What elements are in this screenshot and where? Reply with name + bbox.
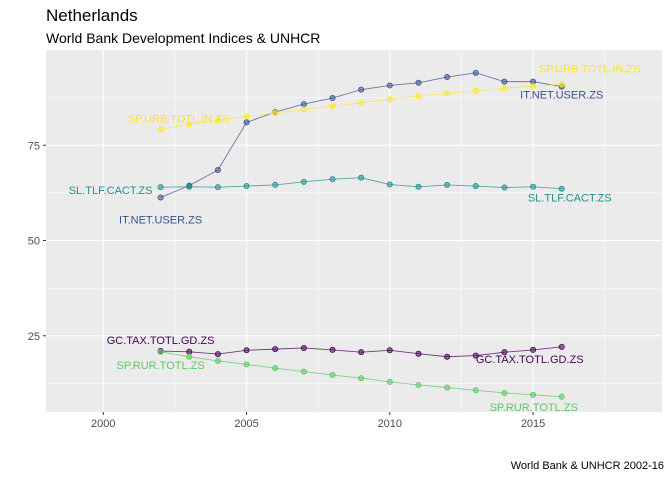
x-tick-label: 2005 [234, 418, 258, 430]
series-end-label: SL.TLF.CACT.ZS [528, 193, 612, 205]
data-point [329, 176, 336, 183]
series-start-label: SP.RUR.TOTL.ZS [116, 360, 204, 372]
data-point [444, 181, 451, 188]
x-tick-label: 2000 [91, 418, 115, 430]
data-point [243, 347, 250, 354]
chart-caption: World Bank & UNHCR 2002-16 [510, 460, 664, 472]
data-point [358, 174, 365, 181]
data-point [501, 184, 508, 191]
data-point [415, 93, 422, 100]
data-point [329, 103, 336, 110]
data-point [358, 86, 365, 93]
data-point [386, 181, 393, 188]
data-point [300, 101, 307, 108]
data-point [386, 378, 393, 385]
data-point [472, 387, 479, 394]
data-point [472, 352, 479, 359]
data-point [300, 368, 307, 375]
data-point [300, 106, 307, 113]
data-point [358, 349, 365, 356]
data-point [272, 109, 279, 116]
data-point [157, 184, 164, 191]
data-point [444, 74, 451, 81]
data-point [415, 79, 422, 86]
data-point [558, 393, 565, 400]
data-point [272, 181, 279, 188]
data-point [415, 381, 422, 388]
series-start-label: SP.URB.TOTL.IN.ZS [128, 113, 230, 125]
data-point [329, 346, 336, 353]
data-point [214, 357, 221, 364]
series-end-label: IT.NET.USER.ZS [520, 90, 603, 102]
chart-title: Netherlands [46, 6, 138, 25]
series-end-label: SP.URB.TOTL.IN.ZS [539, 63, 641, 75]
data-point [186, 121, 193, 128]
series-it-net-user-zs: IT.NET.USER.ZS IT.NET.USER.ZS [119, 69, 603, 226]
data-point [214, 117, 221, 124]
data-point [386, 347, 393, 354]
chart-subtitle: World Bank Development Indices & UNHCR [46, 30, 321, 46]
data-point [214, 167, 221, 174]
y-tick-label: 25 [28, 331, 40, 343]
data-point [186, 348, 193, 355]
series-end-label: SP.RUR.TOTL.ZS [490, 402, 578, 414]
data-point [214, 351, 221, 358]
data-point [272, 346, 279, 353]
data-point [243, 113, 250, 120]
data-point [386, 82, 393, 89]
y-tick-label: 50 [28, 236, 40, 248]
data-point [157, 126, 164, 133]
data-point [243, 361, 250, 368]
data-point [272, 365, 279, 372]
data-point [444, 90, 451, 97]
data-point [300, 344, 307, 351]
data-point [186, 353, 193, 360]
data-point [214, 184, 221, 191]
data-point [415, 350, 422, 357]
series-start-label: GC.TAX.TOTL.GD.ZS [107, 335, 215, 347]
data-point [530, 83, 537, 90]
data-point [530, 346, 537, 353]
data-point [157, 194, 164, 201]
y-tick-label: 75 [28, 140, 40, 152]
data-point [558, 81, 565, 88]
x-tick-label: 2015 [521, 418, 545, 430]
series-sp-urb-totl-in-zs: SP.URB.TOTL.IN.ZS SP.URB.TOTL.IN.ZS [128, 63, 641, 133]
data-point [472, 183, 479, 190]
series-sl-tlf-cact-zs: SL.TLF.CACT.ZS SL.TLF.CACT.ZS [69, 174, 612, 205]
data-point [472, 69, 479, 76]
data-point [300, 178, 307, 185]
series-start-label: IT.NET.USER.ZS [119, 214, 202, 226]
data-point [186, 183, 193, 190]
series-end-label: GC.TAX.TOTL.GD.ZS [476, 354, 584, 366]
data-point [501, 85, 508, 92]
data-point [243, 119, 250, 126]
data-point [358, 99, 365, 106]
data-point [501, 389, 508, 396]
data-point [501, 78, 508, 85]
data-point [386, 96, 393, 103]
data-point [329, 95, 336, 102]
data-point [501, 349, 508, 356]
data-point [530, 391, 537, 398]
data-point [358, 375, 365, 382]
data-point [472, 87, 479, 94]
series-sp-rur-totl-zs: SP.RUR.TOTL.ZS SP.RUR.TOTL.ZS [116, 348, 578, 414]
data-point [444, 384, 451, 391]
data-point [444, 353, 451, 360]
data-point [329, 372, 336, 379]
data-point [530, 183, 537, 190]
data-point [558, 343, 565, 350]
data-point [243, 183, 250, 190]
data-point [558, 185, 565, 192]
data-point [415, 183, 422, 190]
data-point [157, 348, 164, 355]
series-start-label: SL.TLF.CACT.ZS [69, 185, 153, 197]
x-tick-label: 2010 [378, 418, 402, 430]
